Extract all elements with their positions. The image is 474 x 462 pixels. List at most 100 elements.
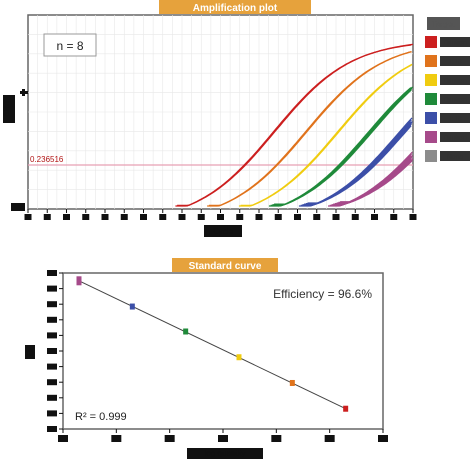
x-tick-label xyxy=(236,214,244,220)
x-tick-label xyxy=(24,214,32,220)
standard-xlabel: log quantity xyxy=(205,449,246,458)
y-tick-label xyxy=(47,316,57,323)
amplification-curves xyxy=(175,43,414,207)
amplification-xlabel: Cycle xyxy=(213,227,234,236)
standard-y-axis xyxy=(47,270,63,432)
legend-swatch xyxy=(425,112,437,124)
n-annotation: n = 8 xyxy=(56,39,83,53)
legend-label-box xyxy=(440,75,470,85)
y-tick-label xyxy=(47,285,57,292)
amplification-curve xyxy=(340,160,413,203)
standard-point xyxy=(183,328,189,335)
amplification-title-box xyxy=(159,0,311,14)
standard-ylabel-group: Ct xyxy=(25,345,35,359)
x-tick-label xyxy=(313,214,321,220)
legend-label-box xyxy=(440,56,470,66)
y-tick-label xyxy=(47,332,57,339)
amplification-curve xyxy=(208,51,412,207)
standard-point xyxy=(76,276,82,286)
amplification-curve xyxy=(177,43,413,207)
legend-swatch xyxy=(425,74,437,86)
amplification-curve xyxy=(307,125,412,204)
legend-label: Dilution xyxy=(443,78,466,85)
y-tick-label xyxy=(47,394,57,401)
standard-title: Standard curve xyxy=(189,261,262,272)
x-tick-label xyxy=(159,214,167,220)
legend-label-box xyxy=(440,113,470,123)
r-squared-annotation: R² = 0.999 xyxy=(75,411,127,423)
standard-points xyxy=(76,276,349,412)
x-tick-label xyxy=(324,435,335,442)
x-tick-label xyxy=(63,214,70,220)
legend-entries: Dilution 1:10 Dilution Dilution 1:10 Dilution… xyxy=(425,36,470,162)
x-tick-label xyxy=(294,214,301,220)
x-tick-label xyxy=(140,214,147,220)
standard-title-box xyxy=(172,258,278,272)
standard-ylabel: Ct xyxy=(26,347,35,356)
legend-swatch xyxy=(425,36,437,48)
y-tick-label xyxy=(47,426,57,432)
x-tick-label xyxy=(197,214,205,220)
amplification-legend: Target Dilution1:10DilutionDilution1:10D… xyxy=(425,17,470,162)
standard-xlabel-group: log quantity xyxy=(187,448,263,459)
x-tick-label xyxy=(120,214,128,220)
legend-label-box xyxy=(440,132,470,142)
standard-curve: Standard curve Ct log quantity Efficienc… xyxy=(25,258,388,459)
standard-point xyxy=(129,303,135,310)
amplification-curve xyxy=(274,89,412,205)
amplification-x-axis xyxy=(24,209,417,220)
x-tick-label xyxy=(390,214,398,220)
legend-swatch xyxy=(425,131,437,143)
x-tick-label xyxy=(332,214,340,220)
y-tick-label xyxy=(47,363,57,370)
amplification-plot: Amplification plot 0.236516 n = 8 ΔRn Cy… xyxy=(2,0,470,237)
y-tick-label xyxy=(47,379,57,386)
x-tick-label xyxy=(101,214,109,220)
legend-label-box xyxy=(440,37,470,47)
x-tick-label xyxy=(164,435,175,442)
y-tick-label xyxy=(47,270,57,276)
legend-label: Dilution xyxy=(443,40,466,47)
legend-title: Target xyxy=(432,20,455,29)
x-tick-label xyxy=(58,435,68,442)
legend-label-box xyxy=(440,151,470,161)
x-tick-label xyxy=(43,214,51,220)
legend-title-box xyxy=(427,17,460,30)
amplification-y-axis: ΔRn xyxy=(2,89,28,211)
legend-label-box xyxy=(440,94,470,104)
x-tick-label xyxy=(271,435,282,442)
y-tick-label xyxy=(47,301,57,308)
x-tick-label xyxy=(217,214,224,220)
amplification-xlabel-group: Cycle xyxy=(204,225,242,237)
standard-point xyxy=(343,405,349,412)
standard-fit-line xyxy=(78,280,346,410)
legend-label: 1:10 xyxy=(448,59,462,66)
amplification-title: Amplification plot xyxy=(193,3,278,14)
y-tick-label xyxy=(47,348,57,354)
x-tick-label xyxy=(255,214,263,220)
standard-point xyxy=(236,354,242,361)
x-tick-label xyxy=(178,214,186,220)
legend-label: None xyxy=(447,154,464,161)
x-tick-label xyxy=(351,214,359,220)
legend-label: 1:10 xyxy=(448,116,462,123)
x-tick-label xyxy=(378,435,388,442)
standard-point xyxy=(289,379,295,386)
legend-swatch xyxy=(425,93,437,105)
legend-swatch xyxy=(425,150,437,162)
standard-x-axis xyxy=(58,429,388,442)
legend-label: Dilution xyxy=(443,135,466,142)
x-tick-label xyxy=(82,214,90,220)
legend-label: Dilution xyxy=(443,97,466,104)
n-annotation-box: n = 8 xyxy=(43,33,97,57)
legend-swatch xyxy=(425,55,437,67)
x-tick-label xyxy=(111,435,122,442)
amplification-curve xyxy=(240,64,412,207)
x-tick-label xyxy=(371,214,378,220)
x-tick-label xyxy=(409,214,417,220)
amplification-ylabel: ΔRn xyxy=(2,101,11,117)
x-tick-label xyxy=(274,214,282,220)
threshold-label: 0.236516 xyxy=(30,155,64,164)
efficiency-annotation: Efficiency = 96.6% xyxy=(273,287,372,301)
